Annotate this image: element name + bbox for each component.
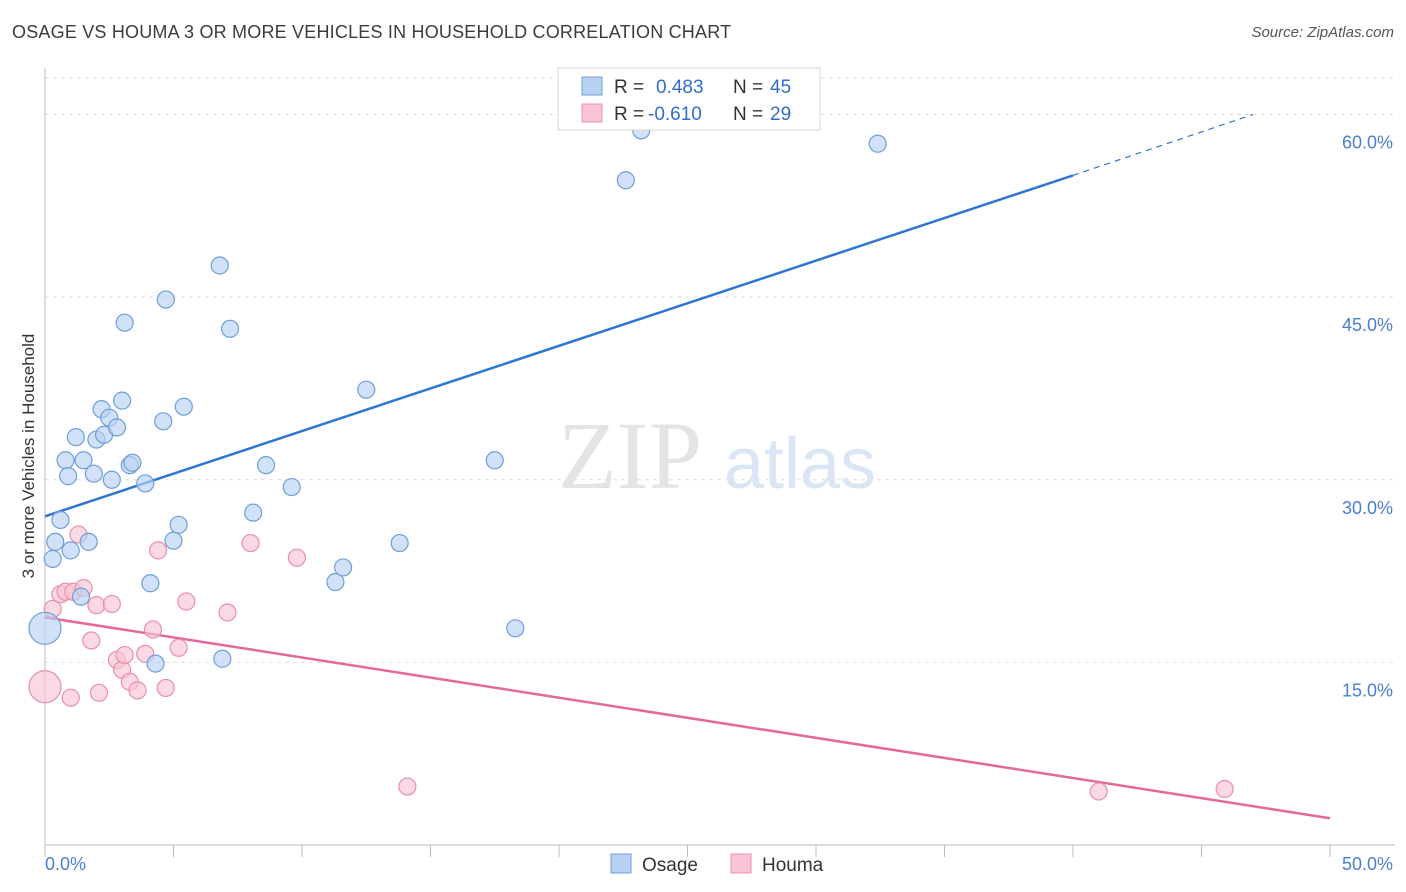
y-tick-label: 15.0%: [1342, 680, 1393, 700]
houma-point: [128, 681, 147, 700]
houma-n-value: 29: [770, 104, 791, 125]
osage-point: [256, 456, 276, 475]
osage-point: [136, 474, 155, 493]
houma-point: [89, 683, 109, 702]
osage-r-label: R =: [614, 77, 644, 98]
osage-point: [115, 313, 134, 332]
osage-point: [43, 549, 62, 568]
watermark: ZIP atlas: [558, 402, 876, 509]
y-tick-labels: 15.0% 30.0% 45.0% 60.0%: [1342, 133, 1393, 701]
osage-point: [71, 587, 91, 606]
chart-title: OSAGE VS HOUMA 3 OR MORE VEHICLES IN HOU…: [12, 22, 732, 42]
houma-point: [148, 541, 168, 560]
watermark-atlas: atlas: [724, 424, 876, 504]
osage-point: [164, 531, 183, 550]
osage-point: [210, 256, 229, 275]
osage-legend-swatch: [581, 76, 603, 96]
osage-point: [156, 290, 175, 309]
osage-n-label: N =: [733, 77, 763, 98]
houma-legend-swatch: [581, 103, 603, 123]
houma-point: [143, 620, 163, 639]
source-credit: Source: ZipAtlas.com: [1251, 24, 1394, 41]
houma-point: [398, 777, 417, 796]
osage-point: [51, 510, 70, 530]
osage-point: [616, 171, 635, 190]
osage-point: [174, 397, 193, 416]
osage-point: [220, 319, 240, 338]
y-axis-label: 3 or more Vehicles in Household: [19, 334, 38, 579]
houma-point: [102, 594, 121, 614]
houma-series-swatch: [730, 853, 752, 874]
osage-point: [28, 611, 62, 645]
y-tick-label: 30.0%: [1342, 498, 1393, 518]
houma-point: [218, 603, 237, 622]
x-tick-label-max: 50.0%: [1342, 854, 1393, 874]
houma-point: [169, 638, 188, 657]
osage-point: [112, 391, 132, 410]
osage-point: [56, 451, 75, 470]
osage-trend-line: [44, 174, 1074, 518]
houma-n-label: N =: [733, 104, 763, 125]
osage-point: [102, 470, 121, 489]
osage-point: [390, 533, 409, 553]
osage-point: [79, 532, 98, 551]
stats-legend: R = 0.483 N = 45 R = -0.610 N = 29: [557, 67, 821, 131]
houma-r-value: -0.610: [648, 104, 702, 125]
osage-point: [66, 428, 85, 447]
watermark-zip: ZIP: [558, 402, 702, 509]
osage-point: [123, 453, 142, 472]
osage-r-value: 0.483: [656, 77, 704, 98]
houma-series-label: Houma: [762, 855, 824, 876]
osage-point: [84, 464, 103, 483]
grid-lines: [45, 77, 1395, 663]
osage-point: [506, 619, 525, 638]
houma-point: [287, 548, 306, 567]
trend-lines: [44, 113, 1331, 820]
osage-point: [868, 134, 887, 153]
osage-point: [59, 467, 78, 486]
houma-point: [115, 645, 134, 665]
osage-point: [141, 574, 160, 593]
osage-point: [154, 412, 173, 431]
osage-point: [334, 558, 353, 577]
osage-point: [74, 451, 93, 470]
y-tick-label: 60.0%: [1342, 133, 1393, 153]
osage-point: [213, 649, 232, 668]
osage-point: [326, 572, 345, 592]
osage-point: [61, 541, 80, 560]
houma-point: [1089, 782, 1108, 801]
houma-points: [28, 525, 1234, 801]
osage-trend-extension: [1072, 113, 1254, 176]
houma-point: [177, 592, 196, 611]
houma-r-label: R =: [614, 104, 644, 125]
osage-point: [357, 380, 376, 399]
y-tick-label: 45.0%: [1342, 315, 1393, 335]
houma-point: [87, 596, 106, 615]
houma-point: [1215, 779, 1234, 799]
osage-point: [107, 418, 127, 437]
osage-point: [282, 477, 301, 497]
osage-series-swatch: [610, 853, 632, 874]
series-legend: Osage Houma: [610, 853, 824, 876]
osage-point: [485, 451, 504, 470]
osage-n-value: 45: [770, 77, 791, 98]
osage-point: [146, 654, 165, 673]
osage-point: [244, 503, 263, 522]
osage-series-label: Osage: [642, 855, 698, 876]
houma-point: [156, 678, 175, 698]
axes: [44, 68, 1395, 857]
houma-point: [28, 670, 62, 704]
x-tick-label-min: 0.0%: [45, 854, 86, 874]
osage-points: [28, 121, 887, 673]
houma-point: [82, 631, 101, 650]
houma-point: [61, 688, 80, 707]
houma-point: [241, 533, 260, 553]
x-axis-ticks: [44, 845, 1331, 857]
osage-point: [169, 515, 188, 534]
houma-trend-line: [44, 616, 1331, 820]
osage-point: [46, 532, 65, 551]
